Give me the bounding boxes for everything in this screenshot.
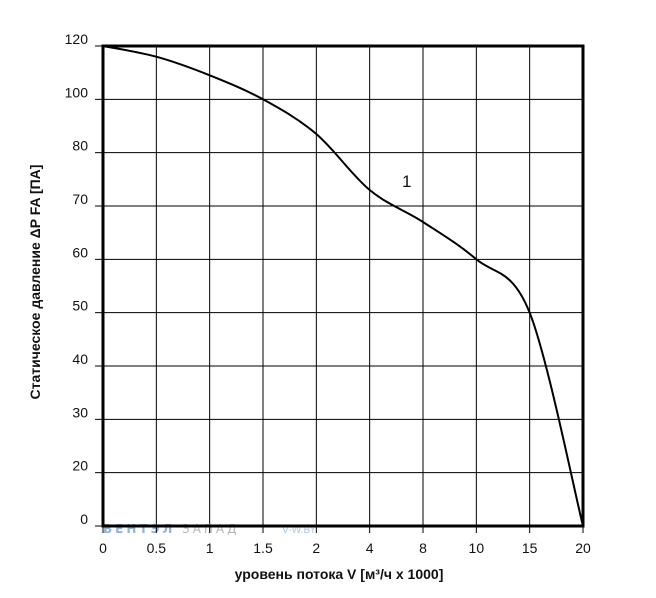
y-tick-label: 70 [72,191,88,207]
grid [103,46,583,526]
watermark-site: V-W.BY [282,525,317,536]
y-tick-label: 0 [80,511,88,527]
watermark-brand-part1: ВЕНТЭЛ [103,522,175,536]
x-tick-label: 4 [366,540,374,556]
y-tick-labels: 0 20 30 40 50 60 70 80 100 120 [65,31,103,527]
x-tick-label: 0.5 [147,540,167,556]
y-tick-label: 100 [65,84,89,100]
plot-frame [101,44,585,528]
x-tick-label: 15 [522,540,538,556]
x-tick-label: 10 [469,540,485,556]
y-tick-label: 60 [72,244,88,260]
y-tick-label: 30 [72,404,88,420]
x-tick-label: 20 [575,540,591,556]
y-tick-label: 50 [72,298,88,314]
y-axis-title: Статическое давление ΔP FA [ПА] [27,165,43,400]
y-tick-label: 120 [65,31,89,47]
y-tick-label: 40 [72,351,88,367]
x-tick-labels: 0 0.5 1 1.5 2 4 8 10 15 20 [99,526,591,556]
y-tick-label: 80 [72,138,88,154]
x-tick-label: 8 [419,540,427,556]
x-axis-title: уровень потока V [м³/ч x 1000] [235,566,444,582]
curve-label: 1 [402,172,411,191]
watermark-brand-part2: ЗАПАД [182,522,240,536]
x-tick-label: 0 [99,540,107,556]
y-tick-label: 20 [72,458,88,474]
x-tick-label: 2 [312,540,320,556]
series-1-line [102,45,584,527]
x-tick-label: 1 [206,540,214,556]
x-tick-label: 1.5 [253,540,273,556]
